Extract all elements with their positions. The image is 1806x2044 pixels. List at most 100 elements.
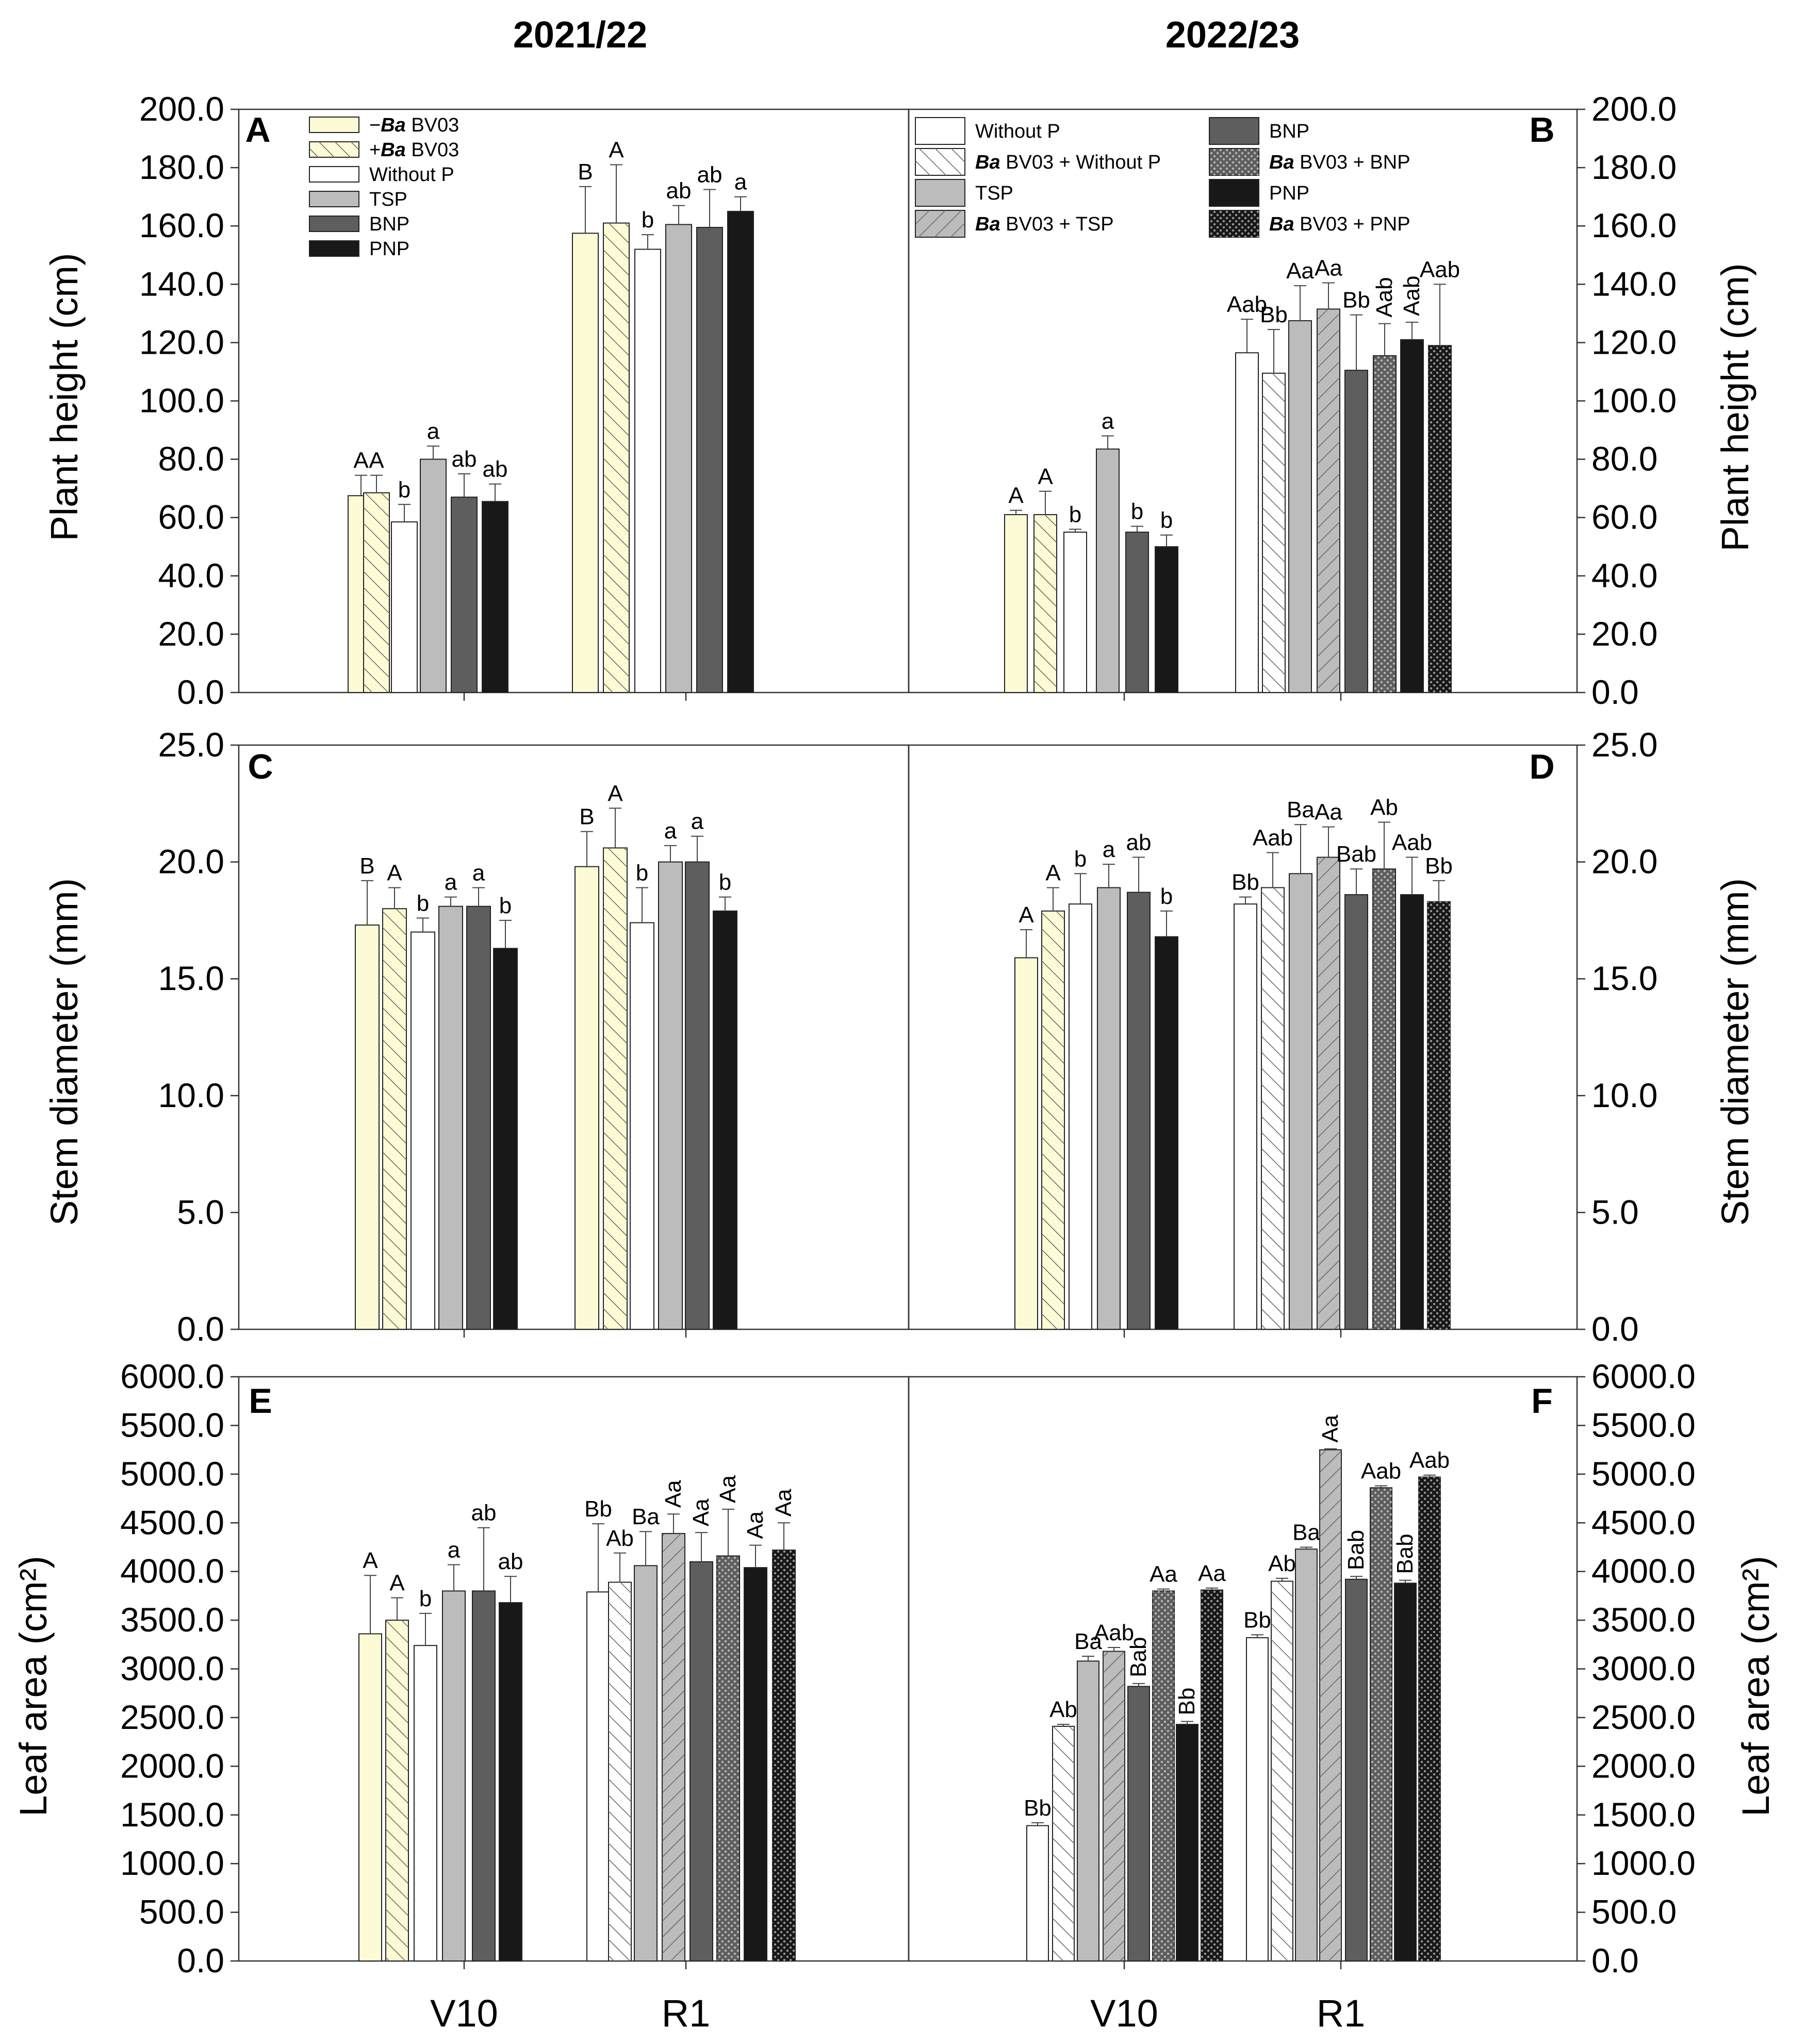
- ytick-label: 160.0: [1591, 206, 1677, 244]
- ytick-label: 200.0: [139, 90, 224, 128]
- ylabel-B: Plant height (cm): [1714, 263, 1756, 551]
- bar-label: A: [353, 448, 369, 473]
- legend-label: BNP: [1269, 121, 1309, 142]
- ytick-label: 140.0: [139, 265, 224, 303]
- bar-C: [685, 861, 710, 1330]
- bar-label: Aa: [1315, 255, 1342, 281]
- bar-label: Aab: [1253, 825, 1293, 850]
- bar-label: A: [369, 448, 384, 473]
- bar-C: [466, 905, 491, 1330]
- bar-D: [1127, 892, 1151, 1330]
- bar-F: [1026, 1825, 1049, 1962]
- panel-B: 0.0 20.0 40.0 60.0 80.0 100.0 120.0 140.0 160.0 1…: [908, 90, 1677, 711]
- ytick-label: 120.0: [1591, 323, 1677, 361]
- bar-label: Aa: [743, 1511, 768, 1539]
- bar-label: b: [1069, 502, 1081, 527]
- bar-E: [689, 1561, 713, 1962]
- ytick-label: 3500.0: [1591, 1601, 1696, 1639]
- bar-A: [696, 227, 723, 693]
- ytick-label: 0.0: [1591, 1310, 1639, 1348]
- bar-F: [1394, 1583, 1417, 1961]
- bar-A: [665, 224, 692, 693]
- ytick-label: 180.0: [139, 148, 224, 186]
- xtick-label: V10: [430, 1992, 498, 2035]
- bar-label: B: [578, 159, 593, 185]
- bar-label: b: [499, 893, 512, 918]
- bar-A: [727, 210, 754, 693]
- bar-label: A: [608, 781, 623, 806]
- ytick-label: 6000.0: [120, 1357, 224, 1395]
- ytick-label: 15.0: [1591, 959, 1657, 997]
- bar-label: Bb: [1232, 870, 1259, 895]
- legend-swatch-pattern: [309, 142, 359, 157]
- bar-label: ab: [498, 1549, 523, 1574]
- bar-pattern-B: [1373, 355, 1396, 693]
- bar-C: [438, 905, 463, 1330]
- ytick-label: 4000.0: [1591, 1552, 1696, 1590]
- legend-text: BV03 + PNP: [1294, 213, 1410, 235]
- ytick-label: 4500.0: [1591, 1503, 1696, 1541]
- bar-A: [634, 249, 661, 693]
- bar-label: b: [1160, 508, 1173, 533]
- bar-A: [391, 521, 418, 693]
- bar-label: A: [387, 860, 402, 885]
- bar-pattern-B: [1429, 345, 1451, 693]
- bar-label: ab: [471, 1501, 497, 1526]
- bar-label: Bb: [1425, 853, 1453, 879]
- bar-C: [355, 924, 380, 1330]
- legend-label: +Ba BV03: [369, 139, 459, 161]
- legend-swatch: [915, 117, 965, 145]
- bar-pattern-B: [1317, 309, 1340, 693]
- bar-label: Aa: [1318, 1414, 1343, 1442]
- bar-pattern-D: [1427, 901, 1450, 1329]
- bar-pattern-F: [1271, 1581, 1293, 1961]
- legend-label: Ba BV03 + TSP: [975, 213, 1114, 235]
- bar-E: [744, 1567, 767, 1961]
- bar-label: a: [445, 870, 457, 895]
- ytick-label: 40.0: [1591, 556, 1657, 595]
- ylabel-F: Leaf area (cm²): [1734, 1556, 1777, 1817]
- bar-A: [482, 501, 508, 693]
- legend-label: Ba BV03 + PNP: [1269, 213, 1410, 235]
- bar-label: ab: [1126, 830, 1152, 855]
- bar-label: Aa: [1286, 258, 1314, 284]
- bar-label: Bab: [1126, 1637, 1151, 1677]
- panel-letter-A: A: [245, 110, 270, 150]
- bar-D: [1069, 903, 1092, 1330]
- bar-F: [1176, 1724, 1198, 1961]
- ytick-label: 2000.0: [120, 1746, 224, 1785]
- bar-pattern-D: [1317, 857, 1340, 1329]
- bar-E: [586, 1591, 610, 1962]
- bar-label: Aa: [688, 1498, 714, 1526]
- legend-text: TSP: [975, 183, 1013, 204]
- bar-label: Ab: [1370, 795, 1398, 820]
- legend-swatch: [309, 216, 359, 232]
- legend-italic: Ba: [381, 139, 406, 161]
- panel-E: 0.0 500.0 1000.0 1500.0 2000.0 2500.0 3000.0 35…: [120, 1357, 910, 2035]
- bar-E: [634, 1565, 658, 1961]
- bar-pattern-B: [1034, 515, 1057, 693]
- bar-label: Bb: [1024, 1795, 1052, 1821]
- ytick-label: 20.0: [158, 615, 224, 653]
- legend-swatch-pattern: [1209, 210, 1259, 237]
- bar-pattern-F: [1419, 1477, 1440, 1961]
- legend-italic: Ba: [381, 114, 406, 136]
- ytick-label: 2500.0: [120, 1698, 224, 1736]
- bar-pattern-E: [662, 1534, 685, 1961]
- ytick-label: 500.0: [139, 1893, 224, 1931]
- bar-label: Ba: [632, 1504, 660, 1529]
- bar-pattern-E: [609, 1582, 631, 1961]
- bar-F: [1295, 1548, 1318, 1962]
- ytick-label: 4500.0: [120, 1503, 224, 1541]
- bar-pattern-C: [383, 909, 406, 1329]
- ytick-label: 60.0: [1591, 498, 1657, 536]
- bar-label: Ab: [1049, 1697, 1077, 1722]
- bar-D: [1155, 936, 1178, 1330]
- legend-text: Without P: [369, 164, 454, 186]
- title-left: 2021/22: [513, 14, 647, 56]
- legend-swatch: [309, 117, 359, 133]
- bar-label: Aab: [1094, 1620, 1134, 1645]
- bar-label: b: [642, 207, 654, 233]
- bar-label: A: [389, 1571, 405, 1596]
